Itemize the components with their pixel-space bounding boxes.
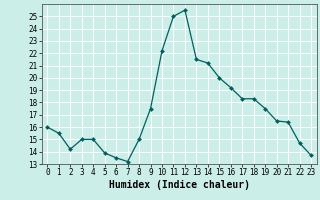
X-axis label: Humidex (Indice chaleur): Humidex (Indice chaleur) bbox=[109, 180, 250, 190]
